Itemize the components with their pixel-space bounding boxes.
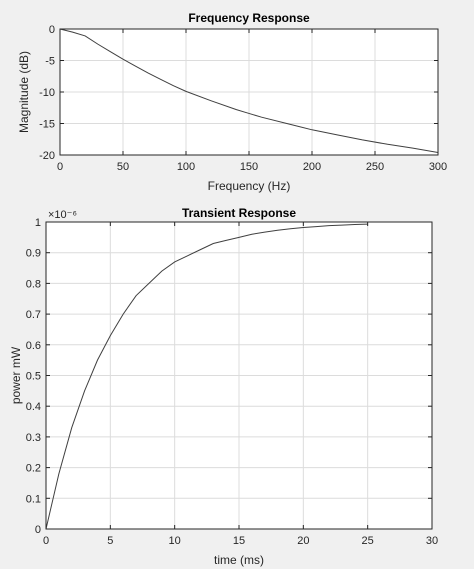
transient-y-tick-label: 0.6 bbox=[26, 340, 41, 352]
freq-x-tick-label: 250 bbox=[366, 161, 384, 173]
freq-x-tick-label: 0 bbox=[57, 161, 63, 173]
freq-y-tick-label: -15 bbox=[39, 119, 55, 131]
transient-y-tick-label: 1 bbox=[35, 217, 41, 229]
freq-y-tick-label: -5 bbox=[45, 56, 55, 68]
transient-series-line bbox=[45, 223, 368, 530]
transient-y-tick-label: 0.1 bbox=[26, 493, 41, 505]
transient-chart-title: Transient Response bbox=[182, 206, 296, 220]
transient-y-tick-label: 0.4 bbox=[26, 401, 41, 413]
transient-x-tick-label: 15 bbox=[233, 535, 245, 547]
freq-x-tick-label: 200 bbox=[303, 161, 321, 173]
transient-x-tick-label: 5 bbox=[107, 535, 113, 547]
transient-y-tick-label: 0.2 bbox=[26, 463, 41, 475]
transient-y-tick-label: 0 bbox=[35, 524, 41, 536]
freq-y-tick-label: 0 bbox=[49, 24, 55, 36]
transient-x-tick-label: 30 bbox=[426, 535, 438, 547]
transient-y-tick-label: 0.3 bbox=[26, 432, 41, 444]
freq-x-tick-label: 300 bbox=[429, 161, 447, 173]
transient-x-tick-label: 0 bbox=[43, 535, 49, 547]
freq-y-tick-label: -10 bbox=[39, 87, 55, 99]
freq-x-tick-label: 100 bbox=[177, 161, 195, 173]
transient-y-tick-label: 0.9 bbox=[26, 248, 41, 260]
freq-y-tick-label: -20 bbox=[39, 150, 55, 162]
freq-series-line bbox=[59, 28, 439, 153]
transient-y-axis-label: power mW bbox=[9, 346, 23, 404]
transient-y-tick-label: 0.7 bbox=[26, 309, 41, 321]
freq-y-axis-label: Magnitude (dB) bbox=[17, 51, 31, 133]
transient-y-exponent-label: ×10⁻⁶ bbox=[48, 209, 77, 221]
freq-chart: 0 50 100 150 200 250 300 0 -5 -10 -15 -20 Frequency … bbox=[17, 11, 447, 193]
transient-x-tick-label: 10 bbox=[169, 535, 181, 547]
transient-y-tick-label: 0.8 bbox=[26, 278, 41, 290]
transient-x-tick-label: 20 bbox=[297, 535, 309, 547]
freq-x-tick-label: 50 bbox=[117, 161, 129, 173]
freq-x-axis-label: Frequency (Hz) bbox=[208, 179, 291, 193]
freq-x-tick-label: 150 bbox=[240, 161, 258, 173]
freq-chart-title: Frequency Response bbox=[188, 11, 310, 25]
transient-chart: 0 5 10 15 20 25 30 0 0.1 0.2 0.3 0.4 0.5 0.6 0.7 0.8 0.9… bbox=[9, 206, 438, 567]
transient-x-tick-label: 25 bbox=[362, 535, 374, 547]
transient-x-axis-label: time (ms) bbox=[214, 553, 264, 567]
transient-y-tick-label: 0.5 bbox=[26, 371, 41, 383]
